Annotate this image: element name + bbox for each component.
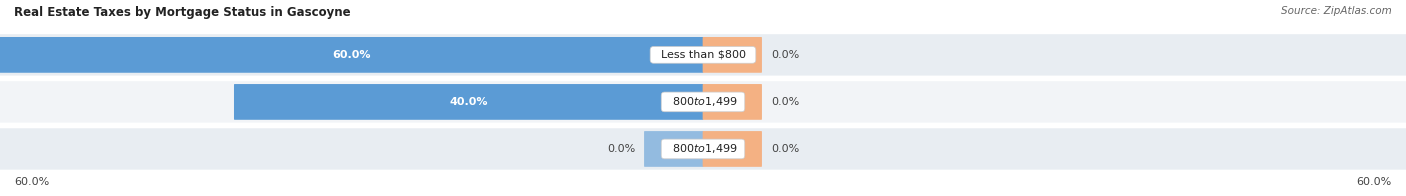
Text: Real Estate Taxes by Mortgage Status in Gascoyne: Real Estate Taxes by Mortgage Status in … [14,6,350,19]
FancyBboxPatch shape [0,34,1406,76]
FancyBboxPatch shape [703,37,762,73]
FancyBboxPatch shape [703,131,762,167]
FancyBboxPatch shape [703,84,762,120]
FancyBboxPatch shape [0,37,703,73]
Text: $800 to $1,499: $800 to $1,499 [665,142,741,155]
FancyBboxPatch shape [233,84,703,120]
Text: $800 to $1,499: $800 to $1,499 [665,95,741,108]
FancyBboxPatch shape [0,81,1406,123]
Text: 60.0%: 60.0% [332,50,371,60]
FancyBboxPatch shape [0,128,1406,170]
Text: 0.0%: 0.0% [770,97,799,107]
Text: Less than $800: Less than $800 [654,50,752,60]
Text: 0.0%: 0.0% [770,144,799,154]
FancyBboxPatch shape [644,131,703,167]
Text: 0.0%: 0.0% [770,50,799,60]
Text: 60.0%: 60.0% [1357,177,1392,187]
Text: 0.0%: 0.0% [607,144,636,154]
Text: Source: ZipAtlas.com: Source: ZipAtlas.com [1281,6,1392,16]
Text: 40.0%: 40.0% [450,97,488,107]
Text: 60.0%: 60.0% [14,177,49,187]
